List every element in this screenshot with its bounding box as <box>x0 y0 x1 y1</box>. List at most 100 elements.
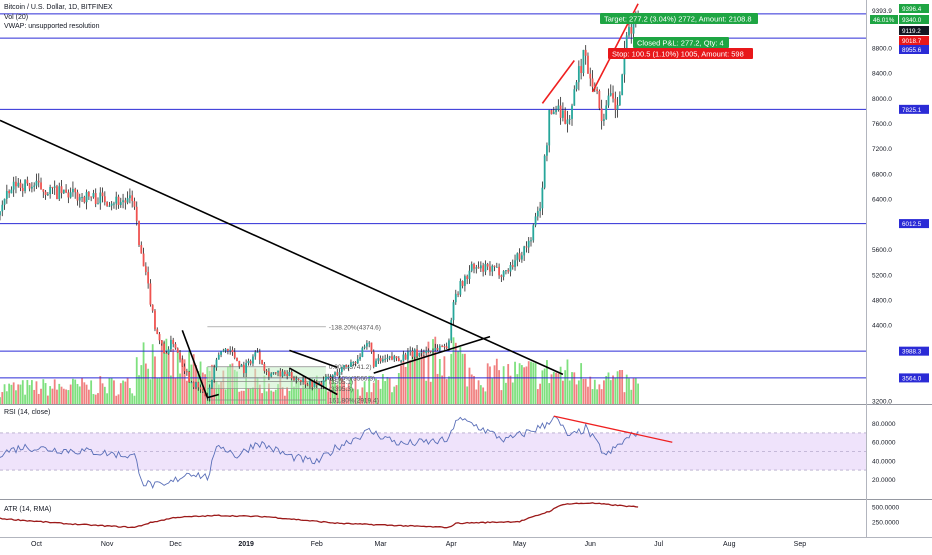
volume-bar <box>51 388 54 404</box>
volume-bar <box>443 356 446 404</box>
candle-body <box>197 382 200 388</box>
volume-bar <box>272 391 275 404</box>
price-badge-text: 3988.3 <box>902 349 922 356</box>
volume-bar <box>489 366 491 404</box>
candle-body <box>147 272 150 284</box>
closed-badge-text: Closed P&L: 277.2, Qty: 4 <box>637 39 724 48</box>
candle-body <box>92 193 95 198</box>
grid <box>0 0 932 538</box>
volume-bar <box>258 384 261 404</box>
candle-body <box>366 343 368 347</box>
volume-bar <box>26 380 29 404</box>
volume-indicator-title[interactable]: Vol (20) <box>4 13 29 21</box>
candle-body <box>603 119 605 122</box>
candle-body <box>388 356 391 358</box>
fib-level-label: 161.80%(2919.4) <box>329 398 379 405</box>
volume-bar <box>217 384 220 404</box>
candle-body <box>183 366 186 372</box>
candle-body <box>188 371 191 383</box>
candle-body <box>149 283 152 305</box>
candle-body <box>500 275 503 277</box>
candle-body <box>19 182 22 188</box>
candle-body <box>370 342 373 352</box>
candle-body <box>185 371 188 373</box>
volume-bar <box>438 358 441 404</box>
volume-bar <box>293 386 295 404</box>
candle-body <box>122 200 124 203</box>
volume-bar <box>15 390 17 404</box>
rsi-title[interactable]: RSI (14, close) <box>4 409 51 416</box>
volume-bar <box>591 389 594 404</box>
volume-bar <box>315 375 318 404</box>
volume-bar <box>596 389 598 404</box>
fib-level-label: (3505.1) <box>329 379 353 386</box>
candle-body <box>450 320 453 341</box>
candle-body <box>172 339 175 345</box>
candle-body <box>258 351 261 360</box>
candle-body <box>138 220 140 246</box>
volume-bar <box>140 365 143 404</box>
volume-bar <box>113 380 115 404</box>
candle-body <box>119 202 122 205</box>
candle-body <box>618 95 621 105</box>
volume-bar <box>215 381 218 404</box>
volume-bar <box>149 379 152 404</box>
volume-bar <box>459 347 462 404</box>
symbol-title[interactable]: Bitcoin / U.S. Dollar, 1D, BITFINEX <box>4 4 113 11</box>
volume-bar <box>584 378 587 404</box>
candle-body <box>600 108 603 122</box>
volume-bar <box>21 380 24 404</box>
candle-body <box>263 363 266 371</box>
candle-body <box>304 378 307 385</box>
volume-bar <box>366 392 368 404</box>
volume-bar <box>92 394 95 404</box>
volume-bar <box>484 391 487 404</box>
candle-body <box>482 265 485 272</box>
volume-bar <box>607 372 610 404</box>
volume-bar <box>147 368 150 404</box>
volume-bar <box>418 357 421 404</box>
volume-bar <box>432 339 434 404</box>
volume-bar <box>420 350 423 404</box>
price-badge-text: 9340.0 <box>902 17 922 24</box>
volume-bar <box>331 376 334 404</box>
candle-body <box>115 196 118 204</box>
candle-body <box>0 211 1 216</box>
volume-bar <box>304 383 307 404</box>
volume-bar <box>72 378 74 404</box>
volume-bar <box>593 379 596 404</box>
candle-body <box>201 389 204 392</box>
candle-body <box>242 364 245 374</box>
volume-bar <box>621 370 624 404</box>
candle-body <box>377 358 380 361</box>
atr-title[interactable]: ATR (14, RMA) <box>4 506 52 513</box>
volume-bar <box>338 377 341 404</box>
volume-bar <box>562 380 564 404</box>
volume-bar <box>117 394 120 404</box>
fib-level-label: 0.00%(3741.2) <box>329 364 372 371</box>
volume-bar <box>160 340 163 404</box>
candle-body <box>256 351 259 353</box>
candle-body <box>614 98 617 110</box>
volume-bar <box>425 380 428 404</box>
volume-bar <box>343 381 346 404</box>
candle-body <box>78 197 81 201</box>
rsi-axis-tick: 40.0000 <box>872 458 896 465</box>
volume-bar <box>163 342 165 404</box>
candle-body <box>568 118 571 120</box>
volume-bar <box>464 353 466 404</box>
volume-bar <box>10 384 13 404</box>
time-axis-label: May <box>513 541 527 548</box>
candle-body <box>140 245 143 254</box>
volume-bar <box>507 364 510 404</box>
volume-bar <box>518 363 521 404</box>
vwap-indicator-title[interactable]: VWAP: unsupported resolution <box>4 23 100 30</box>
candle-body <box>49 187 52 195</box>
candle-body <box>418 352 421 357</box>
volume-bar <box>404 366 407 404</box>
candle-body <box>299 379 302 382</box>
candle-body <box>327 376 330 378</box>
volume-bar <box>12 382 15 404</box>
